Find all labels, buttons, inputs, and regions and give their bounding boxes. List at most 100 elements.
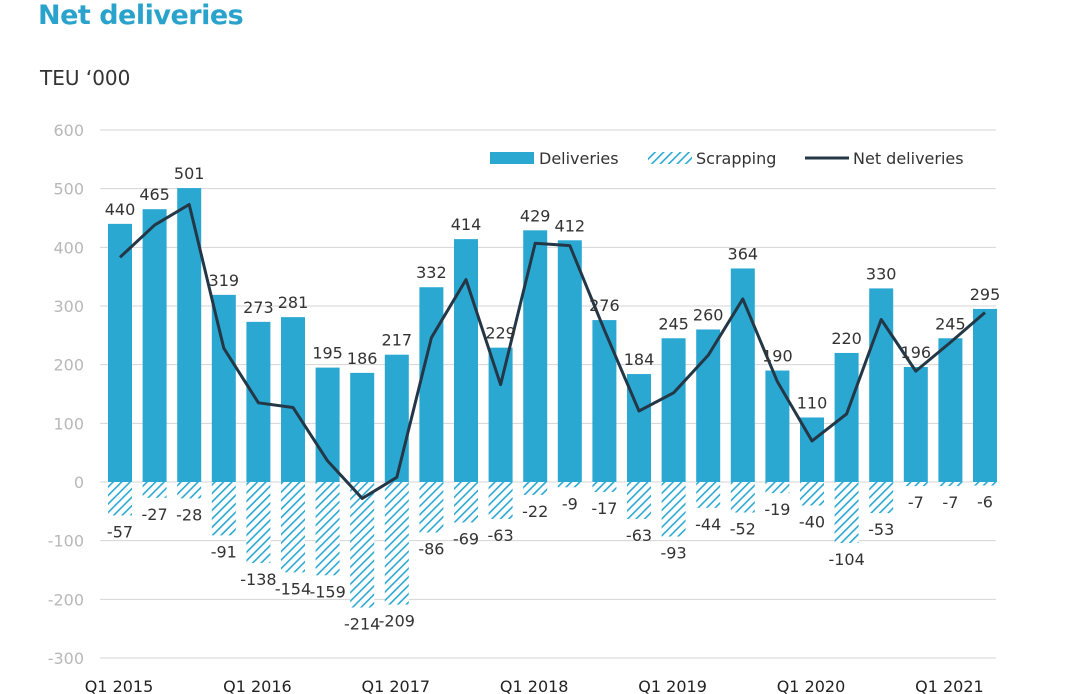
deliveries-bar [177, 188, 202, 482]
scrapping-bar [730, 482, 755, 513]
scrapping-bar [973, 482, 997, 486]
y-axis-unit-label: TEU ‘000 [40, 66, 131, 90]
y-tick-label: 100 [53, 414, 84, 433]
scrapping-data-label: -44 [695, 515, 721, 534]
scrapping-bar [938, 482, 963, 487]
deliveries-data-label: 196 [901, 343, 932, 362]
scrapping-bar [903, 482, 928, 487]
scrapping-bar [869, 482, 894, 514]
scrapping-data-label: -93 [661, 544, 687, 563]
deliveries-data-label: 319 [209, 271, 240, 290]
deliveries-bar [350, 372, 375, 482]
deliveries-bar [696, 329, 721, 482]
scrapping-bar [419, 482, 444, 533]
scrapping-data-label: -22 [522, 502, 548, 521]
deliveries-data-label: 190 [762, 347, 793, 366]
scrapping-data-label: -86 [418, 539, 444, 558]
scrapping-data-label: -159 [309, 582, 345, 601]
scrapping-data-label: -40 [799, 512, 825, 531]
scrapping-bar [108, 482, 132, 516]
y-axis-ticks: 600 500 400 300 200 100 0 -100 -200 -300 [48, 121, 84, 668]
scrapping-bar [142, 482, 167, 498]
y-tick-label: 400 [53, 238, 84, 257]
scrapping-data-label: -52 [730, 520, 756, 539]
y-tick-label: 200 [53, 356, 84, 375]
scrapping-bar [627, 482, 651, 519]
legend-scrapping-swatch [648, 152, 692, 164]
scrapping-data-label: -28 [176, 505, 202, 524]
scrapping-bar [315, 482, 340, 576]
deliveries-bar [384, 354, 409, 482]
scrapping-data-label: -7 [942, 493, 958, 512]
scrapping-data-label: -19 [764, 500, 790, 519]
deliveries-data-label: 110 [797, 393, 828, 412]
scrapping-data-label: -214 [344, 615, 380, 634]
deliveries-data-label: 220 [831, 329, 862, 348]
legend: Deliveries Scrapping Net deliveries [490, 149, 964, 168]
scrapping-bar [834, 482, 859, 544]
deliveries-bar [108, 223, 132, 482]
legend-deliveries-label: Deliveries [539, 149, 619, 168]
deliveries-data-label: 412 [555, 216, 586, 235]
deliveries-bar [903, 367, 928, 482]
scrapping-bar [246, 482, 271, 563]
scrapping-bar [281, 482, 305, 573]
net-deliveries-line [118, 203, 986, 500]
deliveries-data-label: 330 [866, 264, 897, 283]
scrapping-data-label: -209 [379, 612, 415, 631]
y-tick-label: -200 [48, 590, 84, 609]
x-tick-label: Q1 2020 [777, 677, 846, 694]
deliveries-data-label: 429 [520, 206, 551, 225]
deliveries-bar [557, 240, 582, 482]
scrapping-bar [765, 482, 790, 494]
deliveries-data-label: 364 [728, 244, 759, 263]
scrapping-data-label: -7 [908, 493, 924, 512]
scrapping-data-label: -63 [488, 526, 514, 545]
x-axis-ticks: Q1 2015 Q1 2016 Q1 2017 Q1 2018 Q1 2019 Q1 20… [85, 677, 984, 694]
scrapping-data-label: -57 [107, 522, 133, 541]
deliveries-bar [661, 338, 686, 482]
scrapping-bar [384, 482, 409, 605]
deliveries-data-label: 195 [312, 344, 343, 363]
scrapping-data-label: -17 [591, 499, 617, 518]
deliveries-data-label: 184 [624, 350, 655, 369]
deliveries-bar [834, 352, 859, 482]
deliveries-bar [488, 347, 513, 482]
x-tick-label: Q1 2021 [915, 677, 984, 694]
deliveries-bar [730, 268, 755, 482]
deliveries-data-label: 295 [970, 285, 1001, 304]
scrapping-bar [523, 482, 548, 495]
deliveries-data-label: 245 [658, 314, 689, 333]
scrapping-bar [800, 482, 824, 506]
x-tick-label: Q1 2018 [500, 677, 569, 694]
y-tick-label: 0 [74, 473, 84, 492]
scrapping-data-label: -154 [275, 579, 311, 598]
scrapping-bar [488, 482, 513, 519]
scrapping-bar [211, 482, 236, 536]
deliveries-data-label: 260 [693, 305, 724, 324]
deliveries-bar [523, 230, 548, 482]
scrapping-bar [557, 482, 582, 488]
deliveries-data-label: 245 [935, 314, 966, 333]
scrapping-data-label: -91 [211, 542, 237, 561]
deliveries-data-label: 273 [243, 298, 274, 317]
bars [108, 188, 997, 608]
deliveries-data-label: 186 [347, 349, 378, 368]
deliveries-bar [454, 239, 478, 482]
chart-title: Net deliveries [38, 0, 244, 31]
deliveries-bar [592, 320, 617, 482]
scrapping-data-label: -9 [562, 494, 578, 513]
deliveries-bar [765, 370, 790, 482]
deliveries-data-label: 217 [382, 331, 413, 350]
y-tick-label: 600 [53, 121, 84, 140]
deliveries-data-label: 501 [174, 164, 205, 183]
scrapping-data-label: -6 [977, 493, 993, 512]
scrapping-data-label: -138 [240, 570, 276, 589]
scrapping-data-label: -27 [142, 505, 168, 524]
scrapping-bar [177, 482, 202, 499]
net-deliveries-line-group [118, 203, 986, 500]
deliveries-data-label: 440 [105, 200, 136, 219]
deliveries-data-label: 276 [589, 296, 620, 315]
deliveries-data-label: 465 [139, 185, 170, 204]
